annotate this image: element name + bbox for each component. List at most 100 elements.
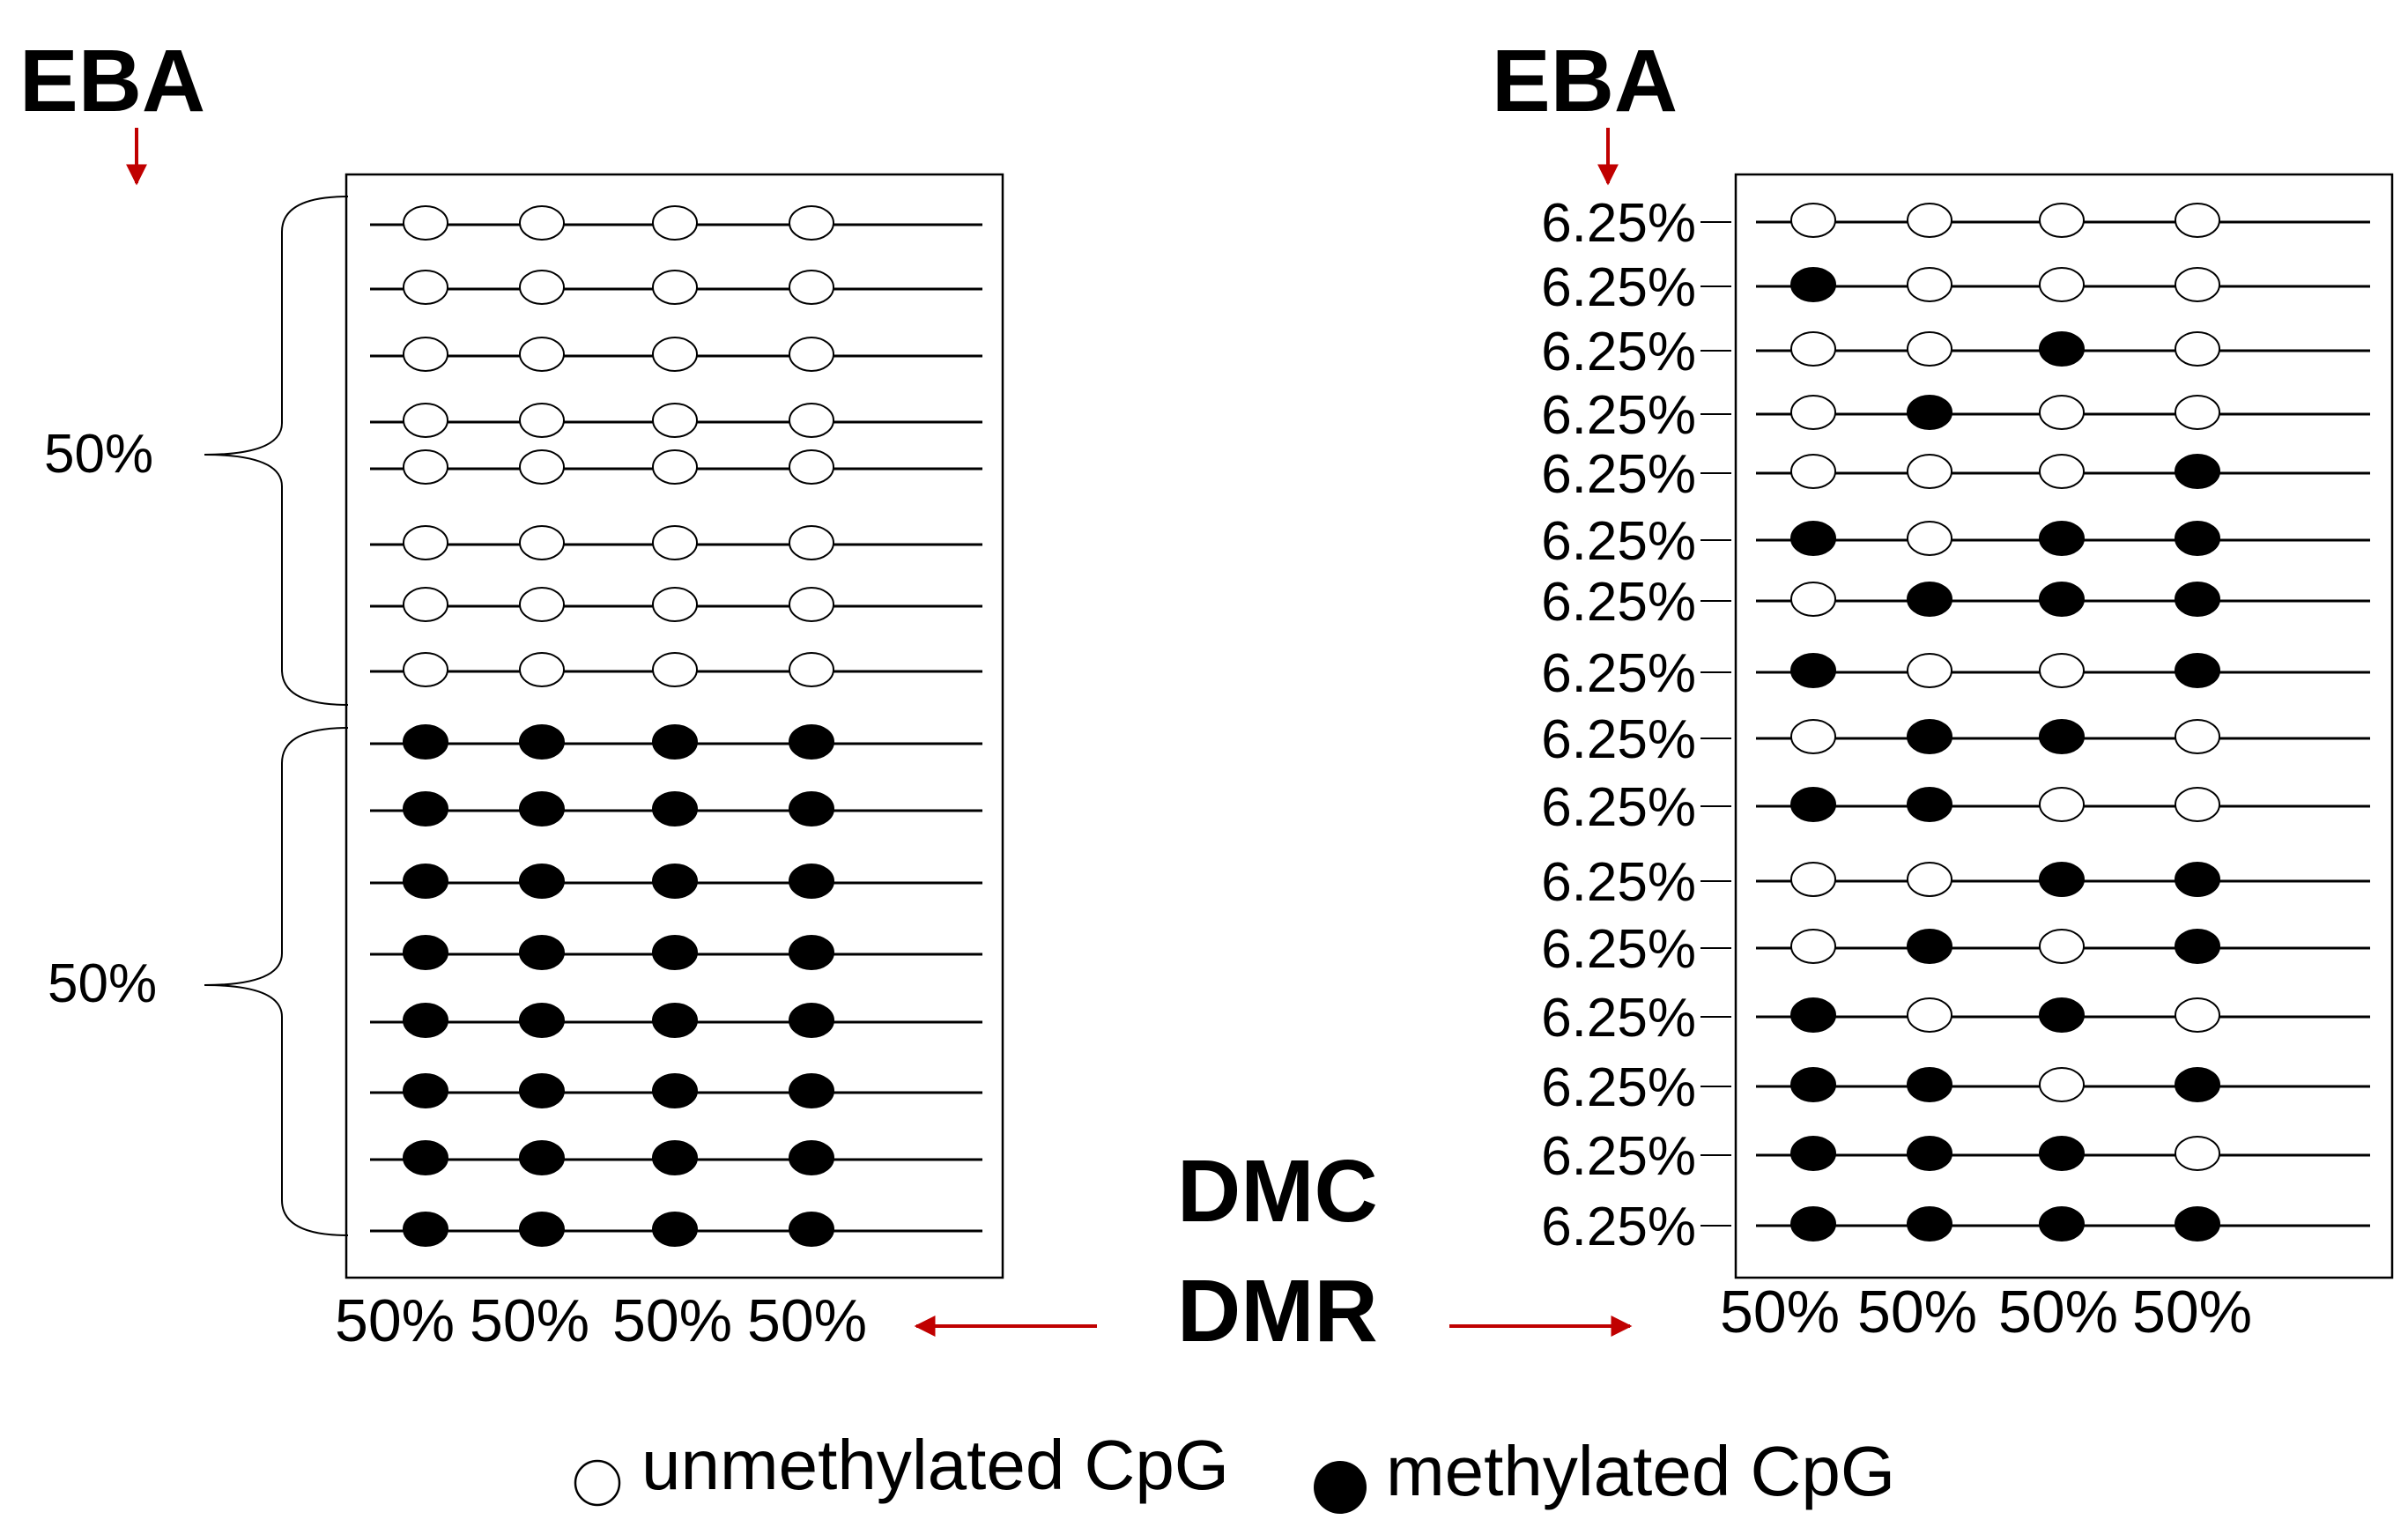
methylated-cpg (519, 935, 565, 970)
methylated-cpg (2175, 1206, 2220, 1242)
unmethylated-cpg (652, 587, 698, 622)
methylated-cpg (2175, 653, 2220, 688)
unmethylated-cpg (519, 205, 565, 241)
unmethylated-cpg (2039, 395, 2085, 430)
unmethylated-cpg (519, 270, 565, 305)
methylated-cpg (519, 724, 565, 760)
methylated-cpg (789, 791, 834, 827)
unmethylated-cpg (652, 652, 698, 687)
methylated-cpg (789, 1212, 834, 1247)
unmethylated-cpg (789, 337, 834, 372)
methylated-cpg (403, 791, 448, 827)
right-row-label: 6.25% (1541, 919, 1696, 980)
right-eba-label: EBA (1492, 32, 1678, 130)
unmethylated-cpg (2039, 267, 2085, 302)
methylated-cpg (1907, 787, 1952, 822)
methylated-cpg (1790, 267, 1836, 302)
right-row-label: 6.25% (1541, 385, 1696, 446)
methylated-cpg (652, 724, 698, 760)
right-row-label: 6.25% (1541, 1126, 1696, 1187)
unmethylated-cpg (1907, 203, 1952, 238)
methylated-cpg (789, 1003, 834, 1038)
unmethylated-cpg (1790, 454, 1836, 489)
right-row-label: 6.25% (1541, 444, 1696, 505)
left-column-label: 50% (335, 1287, 455, 1354)
right-row-label: 6.25% (1541, 257, 1696, 318)
unmethylated-cpg (403, 525, 448, 560)
unmethylated-cpg (403, 449, 448, 485)
methylated-cpg (789, 1140, 834, 1175)
right-row-labels: 6.25%6.25%6.25%6.25%6.25%6.25%6.25%6.25%… (1541, 193, 1731, 1257)
unmethylated-cpg (1907, 267, 1952, 302)
unmethylated-cpg (2039, 1067, 2085, 1102)
unmethylated-cpg (1907, 521, 1952, 556)
unmethylated-cpg (1790, 862, 1836, 897)
unmethylated-cpg (1907, 653, 1952, 688)
unmethylated-cpg (519, 403, 565, 438)
methylated-cpg (2039, 331, 2085, 367)
unmethylated-cpg (1790, 331, 1836, 367)
right-row-label: 6.25% (1541, 709, 1696, 770)
unmethylated-cpg (2039, 454, 2085, 489)
methylated-cpg (2039, 1206, 2085, 1242)
unmethylated-cpg (2175, 267, 2220, 302)
methylated-cpg (652, 1212, 698, 1247)
methylated-cpg (403, 1140, 448, 1175)
unmethylated-cpg (652, 403, 698, 438)
unmethylated-cpg (2175, 719, 2220, 754)
methylated-cpg (519, 864, 565, 899)
methylated-cpg (1790, 997, 1836, 1033)
unmethylated-cpg (789, 525, 834, 560)
methylated-cpg (403, 1003, 448, 1038)
methylated-cpg (403, 724, 448, 760)
left-group-label-top: 50% (44, 424, 153, 485)
right-row-label: 6.25% (1541, 193, 1696, 254)
methylated-cpg (652, 864, 698, 899)
methylated-cpg (1790, 521, 1836, 556)
unmethylated-cpg (519, 587, 565, 622)
left-column-label: 50% (747, 1287, 867, 1354)
unmethylated-cpg (1790, 395, 1836, 430)
unmethylated-legend-label: unmethylated CpG (641, 1426, 1229, 1504)
dmr-label: DMR (1177, 1262, 1378, 1360)
methylated-cpg (1907, 1136, 1952, 1171)
methylated-cpg (2039, 582, 2085, 617)
methylated-cpg (789, 935, 834, 970)
methylated-cpg (2175, 582, 2220, 617)
methylated-cpg (2039, 862, 2085, 897)
methylated-cpg (2039, 997, 2085, 1033)
methylated-cpg (519, 791, 565, 827)
methylated-cpg (652, 1073, 698, 1108)
methylated-cpg (2039, 521, 2085, 556)
unmethylated-cpg (2039, 203, 2085, 238)
methylated-cpg (1907, 582, 1952, 617)
right-row-label: 6.25% (1541, 511, 1696, 572)
unmethylated-cpg (789, 449, 834, 485)
methylated-cpg (519, 1003, 565, 1038)
unmethylated-cpg (789, 270, 834, 305)
methylated-cpg (652, 1003, 698, 1038)
right-row-label: 6.25% (1541, 322, 1696, 382)
methylated-cpg (403, 1073, 448, 1108)
unmethylated-cpg (403, 587, 448, 622)
methylated-cpg (1907, 719, 1952, 754)
right-row-label: 6.25% (1541, 572, 1696, 633)
methylated-cpg (2039, 719, 2085, 754)
unmethylated-legend-icon (574, 1459, 621, 1507)
methylated-cpg (2175, 862, 2220, 897)
unmethylated-cpg (652, 205, 698, 241)
methylated-cpg (789, 724, 834, 760)
dmc-label: DMC (1177, 1142, 1378, 1241)
methylated-cpg (789, 864, 834, 899)
methylated-legend-label: methylated CpG (1386, 1432, 1895, 1510)
unmethylated-cpg (2175, 395, 2220, 430)
unmethylated-cpg (652, 449, 698, 485)
right-row-label: 6.25% (1541, 852, 1696, 913)
unmethylated-cpg (652, 337, 698, 372)
methylated-cpg (2175, 929, 2220, 964)
unmethylated-cpg (1790, 929, 1836, 964)
unmethylated-cpg (403, 205, 448, 241)
unmethylated-cpg (2039, 787, 2085, 822)
unmethylated-cpg (519, 449, 565, 485)
methylated-cpg (519, 1212, 565, 1247)
